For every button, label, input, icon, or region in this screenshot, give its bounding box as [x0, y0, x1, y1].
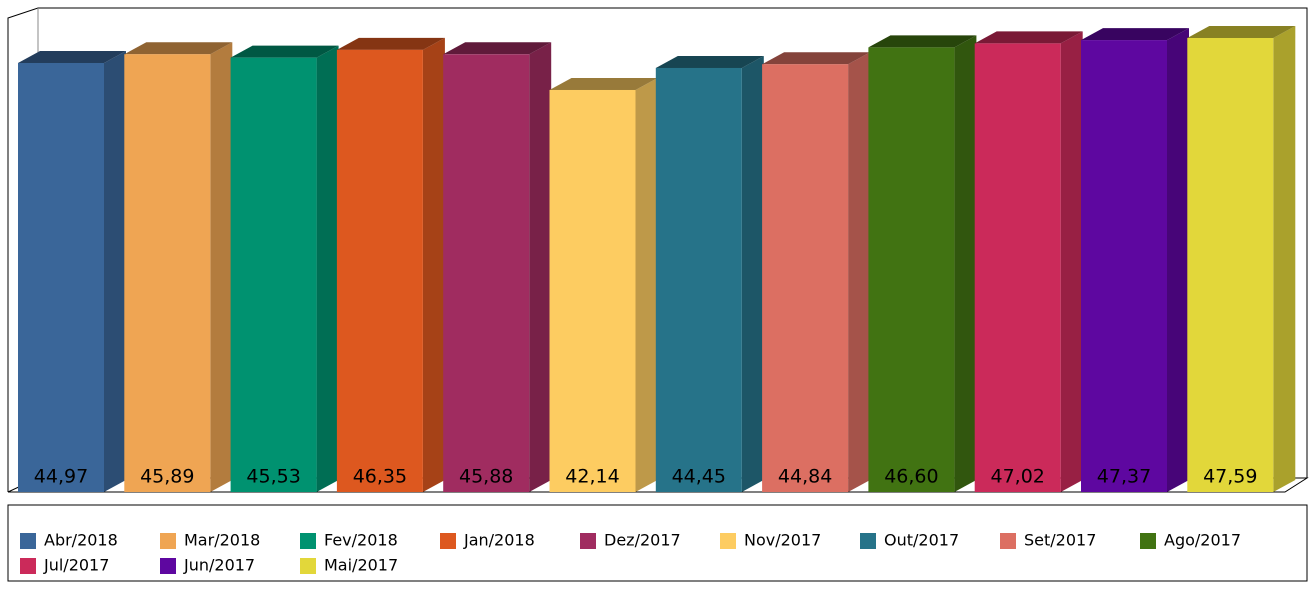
bar [549, 89, 636, 492]
legend-label: Mar/2018 [184, 531, 260, 550]
legend-label: Jul/2017 [43, 556, 109, 575]
bar-top [762, 52, 871, 65]
legend-swatch [300, 558, 316, 574]
bar [974, 43, 1061, 492]
bar [1187, 37, 1274, 493]
bar-side [422, 37, 445, 493]
legend-label: Out/2017 [884, 531, 959, 550]
value-label: 45,88 [459, 466, 513, 488]
bar-side [104, 50, 126, 492]
legend-label: Jun/2017 [183, 556, 255, 575]
value-label: 45,53 [246, 466, 300, 488]
bar [18, 62, 104, 492]
bar [655, 67, 742, 493]
value-label: 44,84 [778, 466, 832, 488]
legend-box [7, 504, 1308, 582]
bar-side [954, 35, 977, 492]
legend-label: Nov/2017 [744, 531, 821, 550]
legend-swatch [300, 533, 316, 549]
legend-label: Set/2017 [1024, 531, 1096, 550]
legend-swatch [720, 533, 736, 549]
bar-side [1060, 31, 1083, 492]
legend-swatch [580, 533, 596, 549]
bar-top [1187, 25, 1296, 38]
legend-label: Fev/2018 [324, 531, 398, 550]
bar [443, 54, 530, 492]
legend: Abr/2018 Mar/2018 Fev/2018 Jan/2018 Dez/2017… [20, 531, 1241, 575]
value-label: 47,59 [1203, 466, 1257, 488]
legend-label: Abr/2018 [44, 531, 118, 550]
bar-top [124, 42, 233, 55]
bar-side [316, 45, 339, 492]
bar [1081, 40, 1167, 492]
legend-swatch [20, 533, 36, 549]
legend-swatch [20, 558, 36, 574]
bar [336, 49, 423, 493]
legend-swatch [160, 533, 176, 549]
value-label: 44,45 [672, 466, 726, 488]
bar-side [529, 42, 552, 492]
bar-top [230, 45, 339, 58]
bar [868, 47, 955, 492]
value-label: 46,60 [884, 466, 938, 488]
bar-top [443, 42, 552, 55]
legend-label: Jan/2018 [463, 531, 535, 550]
bar-top [655, 55, 764, 68]
bar-side [1167, 28, 1189, 492]
value-label: 47,02 [990, 466, 1044, 488]
bar-side [210, 42, 233, 492]
legend-swatch [860, 533, 876, 549]
bar-top [336, 37, 445, 50]
bar-top [1081, 28, 1189, 41]
bar-top [974, 31, 1083, 44]
bar [762, 64, 849, 492]
bar-side [635, 77, 658, 492]
bar-top [18, 50, 126, 63]
bar-side [741, 55, 764, 493]
value-label: 45,89 [140, 466, 194, 488]
bars: 44,97 45,89 45,53 46,35 45,88 42,14 44,45 44,84… [18, 25, 1296, 493]
value-label: 42,14 [565, 466, 619, 488]
legend-label: Ago/2017 [1164, 531, 1241, 550]
value-label: 46,35 [353, 466, 407, 488]
bar-top [549, 77, 658, 90]
legend-label: Mai/2017 [324, 556, 398, 575]
legend-swatch [160, 558, 176, 574]
legend-swatch [1000, 533, 1016, 549]
legend-label: Dez/2017 [604, 531, 681, 550]
legend-swatch [1140, 533, 1156, 549]
legend-swatch [440, 533, 456, 549]
bar-top [868, 35, 977, 48]
value-label: 47,37 [1097, 466, 1151, 488]
value-label: 44,97 [34, 466, 88, 488]
bar [230, 57, 317, 492]
bar-side [848, 52, 871, 492]
bar [124, 54, 211, 492]
bar-side [1273, 25, 1296, 493]
